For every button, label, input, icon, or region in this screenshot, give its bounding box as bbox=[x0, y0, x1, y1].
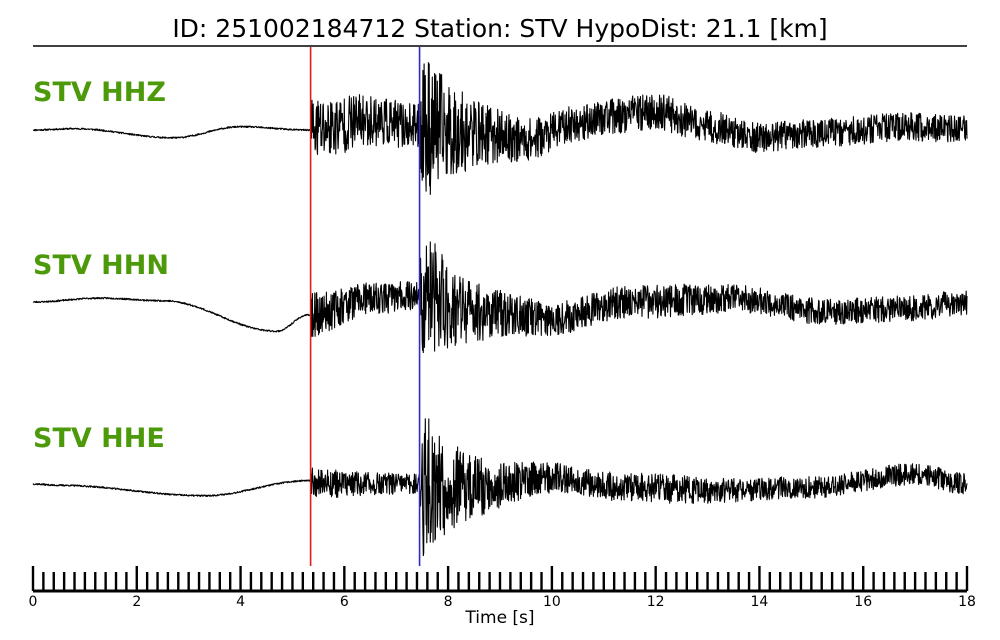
x-axis-label: Time [s] bbox=[464, 608, 534, 628]
x-tick-label: 18 bbox=[958, 594, 976, 610]
x-tick-label: 8 bbox=[444, 594, 453, 610]
channel-label-group: STV HHZ STV HHN STV HHE bbox=[33, 77, 169, 454]
trace-line bbox=[32, 241, 968, 354]
x-tick-label: 6 bbox=[340, 594, 349, 610]
trace-group bbox=[32, 62, 968, 557]
x-tick-label: 0 bbox=[29, 594, 38, 610]
trace-line bbox=[32, 62, 968, 196]
x-tick-label: 14 bbox=[751, 594, 769, 610]
x-tick-label: 4 bbox=[236, 594, 245, 610]
time-axis: 0 2 4 6 8 10 12 14 16 18 bbox=[29, 566, 976, 610]
pick-group bbox=[309, 47, 421, 566]
channel-label: STV HHE bbox=[33, 423, 165, 454]
chart-title: ID: 251002184712 Station: STV HypoDist: … bbox=[172, 14, 827, 43]
x-tick-label: 10 bbox=[543, 594, 561, 610]
x-tick-label: 12 bbox=[647, 594, 665, 610]
trace-line bbox=[32, 418, 968, 557]
channel-label: STV HHZ bbox=[33, 77, 166, 108]
x-tick-label: 2 bbox=[132, 594, 141, 610]
x-tick-label: 16 bbox=[854, 594, 872, 610]
channel-label: STV HHN bbox=[33, 250, 169, 281]
